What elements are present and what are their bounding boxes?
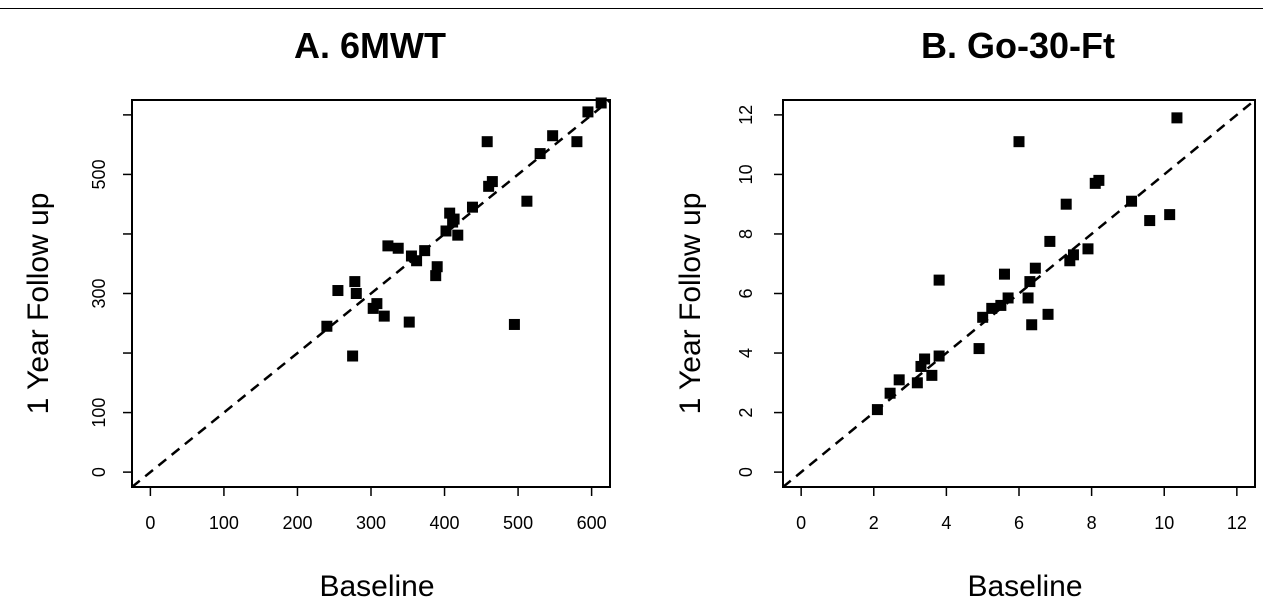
x-tick-label: 500 xyxy=(503,513,533,533)
data-point xyxy=(481,136,493,148)
data-point xyxy=(534,148,546,160)
y-tick-label: 0 xyxy=(736,467,756,477)
data-point xyxy=(915,360,927,372)
data-point xyxy=(466,201,478,213)
data-point xyxy=(1082,243,1094,255)
data-point xyxy=(973,343,985,355)
data-point xyxy=(430,270,442,282)
data-point xyxy=(444,207,456,219)
data-point xyxy=(998,268,1010,280)
y-tick-label: 4 xyxy=(736,348,756,358)
x-tick-label: 400 xyxy=(430,513,460,533)
data-point xyxy=(1044,235,1056,247)
data-point xyxy=(933,274,945,286)
x-tick-label: 0 xyxy=(796,513,806,533)
data-point xyxy=(1029,262,1041,274)
data-point xyxy=(1022,292,1034,304)
data-point xyxy=(995,299,1007,311)
data-point xyxy=(986,302,998,314)
x-tick-label: 12 xyxy=(1227,513,1247,533)
data-point xyxy=(403,316,415,328)
data-point xyxy=(1164,209,1176,221)
data-point xyxy=(378,310,390,322)
x-tick-label: 200 xyxy=(282,513,312,533)
data-point xyxy=(419,245,431,257)
data-point xyxy=(1024,276,1036,288)
data-point xyxy=(1067,249,1079,261)
identity-reference-line xyxy=(131,99,611,488)
chart-panel-b: B. Go-30-Ft 0 2 4 6 8 10 12 0 2 4 6 8 10 12 Baseline 1 Y… xyxy=(674,25,1256,603)
x-tick-label: 8 xyxy=(1087,513,1097,533)
data-point xyxy=(392,242,404,254)
data-point xyxy=(1144,215,1156,227)
data-point xyxy=(1042,308,1054,320)
y-tick-label: 6 xyxy=(736,288,756,298)
data-point xyxy=(1126,195,1138,207)
data-point xyxy=(911,377,923,389)
y-tick-label: 12 xyxy=(736,105,756,125)
data-point xyxy=(332,285,344,297)
data-point xyxy=(350,288,362,299)
x-tick-label: 300 xyxy=(356,513,386,533)
x-tick-label: 600 xyxy=(577,513,607,533)
data-point xyxy=(977,311,989,323)
data-point xyxy=(1026,319,1038,331)
data-point xyxy=(440,225,452,237)
identity-reference-line xyxy=(782,99,1256,488)
data-point xyxy=(1060,198,1072,210)
y-axis-label: 1 Year Follow up xyxy=(22,193,55,415)
data-point xyxy=(926,369,938,381)
data-point xyxy=(893,374,905,386)
y-tick-label: 100 xyxy=(89,398,109,428)
y-tick-label: 2 xyxy=(736,408,756,418)
data-point xyxy=(349,276,361,288)
x-tick-label: 6 xyxy=(1014,513,1024,533)
y-tick-label: 300 xyxy=(89,278,109,308)
chart-title: B. Go-30-Ft xyxy=(921,25,1115,66)
data-point xyxy=(884,387,896,399)
data-point xyxy=(1171,112,1183,124)
data-point xyxy=(382,240,394,252)
data-point xyxy=(1064,255,1076,267)
data-point xyxy=(448,213,460,225)
x-tick-label: 0 xyxy=(145,513,155,533)
data-point xyxy=(521,195,533,207)
data-point xyxy=(1093,174,1105,186)
data-point xyxy=(571,136,583,148)
x-tick-label: 2 xyxy=(869,513,879,533)
data-point xyxy=(547,130,559,142)
data-point xyxy=(595,97,607,109)
chart-panel-a: A. 6MWT 0 100 200 300 400 500 600 0 100 300 500 Base… xyxy=(22,25,611,603)
data-point xyxy=(452,229,464,241)
x-axis-label: Baseline xyxy=(967,570,1082,603)
data-point xyxy=(321,320,333,332)
data-point xyxy=(871,404,883,416)
data-point xyxy=(431,261,443,273)
data-point xyxy=(933,350,945,362)
y-tick-label: 500 xyxy=(89,159,109,189)
data-point xyxy=(1002,292,1014,304)
x-axis-label: Baseline xyxy=(319,570,434,603)
data-point xyxy=(508,318,520,330)
chart-title: A. 6MWT xyxy=(294,25,446,66)
data-point xyxy=(371,298,383,310)
y-tick-label: 8 xyxy=(736,229,756,239)
x-tick-label: 4 xyxy=(941,513,951,533)
top-rule xyxy=(0,8,1263,9)
data-point xyxy=(486,176,498,188)
data-point xyxy=(1013,136,1025,148)
data-point xyxy=(919,353,931,365)
x-tick-label: 100 xyxy=(209,513,239,533)
data-point xyxy=(347,350,359,362)
y-tick-label: 10 xyxy=(736,164,756,184)
y-tick-label: 0 xyxy=(89,467,109,477)
data-point xyxy=(582,106,594,118)
data-point xyxy=(411,255,423,267)
x-tick-label: 10 xyxy=(1154,513,1174,533)
y-axis-label: 1 Year Follow up xyxy=(674,193,707,415)
